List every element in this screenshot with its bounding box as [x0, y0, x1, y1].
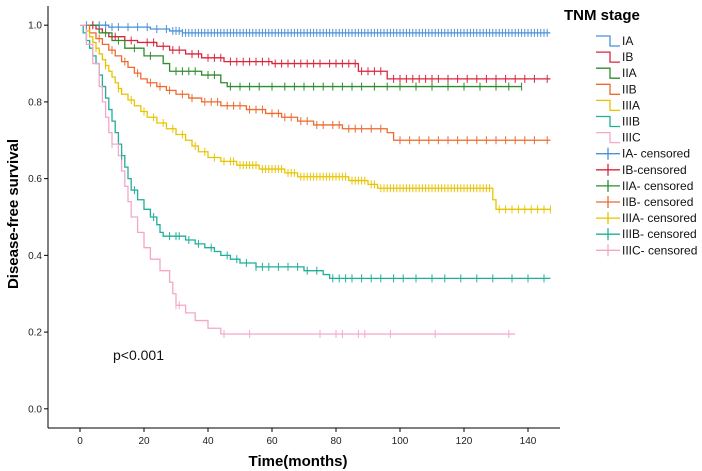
survival-curves — [80, 24, 551, 335]
y-axis-ticks: 0.0 0.2 0.4 0.6 0.8 1.0 — [28, 21, 48, 415]
legend-swatch-iib — [596, 83, 620, 95]
legend-censored-label-iiic: IIIC- censored — [622, 243, 697, 257]
legend-label-ia: IA — [622, 34, 633, 48]
y-tick-label: 0.6 — [28, 174, 42, 185]
y-tick-label: 0.4 — [28, 251, 42, 262]
legend-label-iib: IIB — [622, 82, 637, 96]
y-tick-label: 0.2 — [28, 328, 42, 339]
legend-swatch-iiia — [596, 99, 620, 112]
legend-censored-label-ia: IA- censored — [622, 147, 690, 161]
legend-censored-label-iiib: IIIB- censored — [622, 227, 697, 241]
y-tick-label: 0.0 — [28, 404, 42, 415]
x-axis-ticks: 0 20 40 60 80 100 120 140 — [77, 428, 537, 447]
legend-swatch-iiib — [596, 115, 620, 128]
legend-swatch-iia — [596, 67, 620, 79]
x-tick-label: 120 — [456, 436, 473, 447]
curve-iiia — [80, 24, 551, 210]
legend-swatch-ia — [596, 35, 620, 47]
y-tick-label: 0.8 — [28, 97, 42, 108]
x-tick-label: 0 — [77, 436, 83, 447]
legend-label-iiia: IIIA — [622, 98, 640, 112]
y-tick-label: 1.0 — [28, 21, 42, 32]
legend-label-ib: IB — [622, 50, 633, 64]
censor-marks — [85, 21, 551, 339]
curve-iia — [80, 24, 522, 88]
x-tick-label: 140 — [520, 436, 537, 447]
x-tick-label: 60 — [266, 436, 278, 447]
x-tick-label: 100 — [392, 436, 409, 447]
legend-censored-label-ib: IB-censored — [622, 163, 687, 177]
legend-label-iiib: IIIB — [622, 115, 640, 129]
legend-censored-label-iia: IIA- censored — [622, 179, 693, 193]
legend-label-iiic: IIIC — [622, 131, 641, 145]
legend-censored-label-iib: IIB- censored — [622, 195, 693, 209]
plot-area: 0.0 0.2 0.4 0.6 0.8 1.0 0 20 40 60 80 100 120 140 — [28, 6, 560, 447]
curve-iib — [80, 24, 551, 141]
x-tick-label: 80 — [330, 436, 342, 447]
legend-swatch-ib — [596, 51, 620, 63]
legend-label-iia: IIA — [622, 66, 637, 80]
p-value-annotation: p<0.001 — [113, 347, 164, 363]
legend-swatch-iiic — [596, 131, 620, 144]
legend: TNM stage IA IB IIA IIB IIIA IIIB IIIC IA- cens… — [564, 7, 697, 257]
x-axis-title: Time(months) — [249, 453, 348, 470]
legend-title: TNM stage — [564, 7, 640, 24]
x-tick-label: 40 — [202, 436, 214, 447]
curve-iiic — [80, 24, 516, 335]
y-axis-title: Disease-free survival — [5, 139, 22, 289]
x-tick-label: 20 — [138, 436, 150, 447]
legend-censored-label-iiia: IIIA- censored — [622, 211, 697, 225]
